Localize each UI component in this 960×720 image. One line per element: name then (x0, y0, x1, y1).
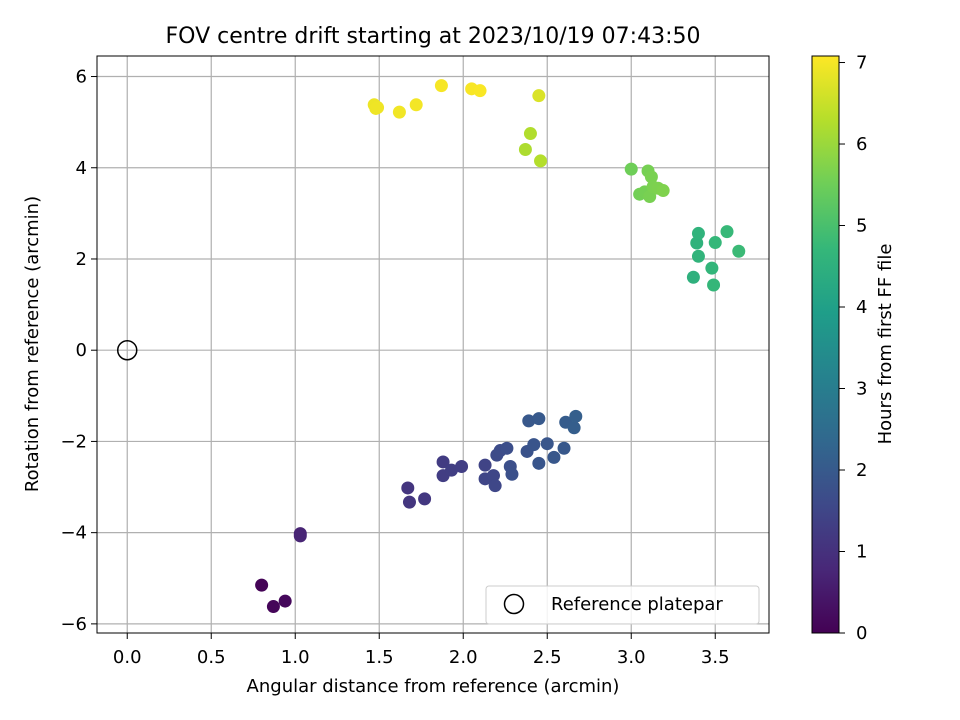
reference-platepar-marker (116, 339, 138, 361)
x-tick-label: 3.5 (701, 647, 730, 668)
y-tick-label: 6 (76, 67, 87, 88)
y-tick-label: 4 (76, 158, 87, 179)
data-point (444, 463, 458, 477)
y-tick-label: 2 (76, 249, 87, 270)
colorbar-tick-label: 7 (856, 53, 867, 74)
colorbar-ticks: 0 1 2 3 4 5 6 7 (839, 53, 867, 644)
grid (97, 56, 769, 633)
data-point (455, 460, 469, 474)
data-point (720, 225, 734, 239)
legend-box (485, 585, 760, 625)
plot-frame (96, 55, 770, 634)
plot-area: 0.0 0.5 1.0 1.5 2.0 2.5 3.0 3.5 −6 −4 −2 0 2 4 6 (60, 55, 770, 668)
data-point (690, 236, 704, 250)
data-point (436, 455, 450, 469)
data-point (488, 479, 502, 493)
colorbar-gradient (811, 55, 840, 634)
legend-label-reference: Reference platepar (551, 594, 723, 615)
data-point (409, 98, 423, 112)
colorbar-label: Hours from first FF file (875, 244, 896, 445)
y-tick-label: 0 (76, 340, 87, 361)
data-point (293, 529, 307, 543)
data-point (540, 437, 554, 451)
data-point (705, 261, 719, 275)
colorbar-tick-label: 0 (856, 623, 867, 644)
y-tick-label: −4 (60, 523, 87, 544)
colorbar: 0 1 2 3 4 5 6 7 Hours from first FF file (811, 53, 896, 644)
data-point (478, 458, 492, 472)
data-point (567, 421, 581, 435)
data-point (473, 84, 487, 98)
data-point (505, 467, 519, 481)
x-axis-label: Angular distance from reference (arcmin) (247, 676, 620, 697)
colorbar-tick-label: 2 (856, 460, 867, 481)
data-point (518, 143, 532, 157)
data-point (255, 578, 269, 592)
data-point (371, 101, 385, 115)
data-point (402, 495, 416, 509)
data-point (527, 438, 541, 452)
data-point (418, 492, 432, 506)
x-tick-label: 2.0 (449, 647, 478, 668)
data-point (707, 278, 721, 292)
data-points (255, 79, 746, 614)
data-point (644, 170, 658, 184)
data-point (691, 226, 705, 240)
x-tick-label: 1.0 (281, 647, 310, 668)
data-point (686, 270, 700, 284)
data-point (434, 79, 448, 93)
x-tick-label: 2.5 (533, 647, 562, 668)
data-point (532, 456, 546, 470)
data-point (401, 481, 415, 495)
x-tick-label: 0.5 (197, 647, 226, 668)
legend: Reference platepar (485, 585, 760, 625)
data-point (656, 184, 670, 198)
data-point (532, 412, 546, 426)
data-point (569, 409, 583, 423)
data-point (732, 244, 746, 258)
y-tick-label: −6 (60, 614, 87, 635)
y-tick-label: −2 (60, 431, 87, 452)
colorbar-tick-label: 4 (856, 297, 867, 318)
colorbar-tick-label: 1 (856, 542, 867, 563)
colorbar-tick-label: 6 (856, 134, 867, 155)
reference-marker-layer (116, 339, 138, 361)
data-point (547, 450, 561, 464)
data-point (523, 127, 537, 141)
y-axis-label: Rotation from reference (arcmin) (22, 196, 43, 492)
data-point (522, 414, 536, 428)
data-point (278, 594, 292, 608)
x-axis-ticks: 0.0 0.5 1.0 1.5 2.0 2.5 3.0 3.5 (113, 633, 730, 668)
data-point (708, 236, 722, 250)
data-point (500, 441, 514, 455)
colorbar-tick-label: 5 (856, 216, 867, 237)
legend-marker-reference (503, 593, 525, 615)
x-tick-label: 1.5 (365, 647, 394, 668)
data-point (557, 441, 571, 455)
x-tick-label: 0.0 (113, 647, 142, 668)
data-point (691, 249, 705, 263)
data-point (486, 469, 500, 483)
data-point (266, 600, 280, 614)
y-axis-ticks: −6 −4 −2 0 2 4 6 (60, 67, 97, 635)
x-tick-label: 3.0 (617, 647, 646, 668)
chart-title: FOV centre drift starting at 2023/10/19 … (166, 24, 701, 49)
colorbar-tick-label: 3 (856, 379, 867, 400)
data-point (532, 89, 546, 103)
data-point (534, 154, 548, 168)
data-point (392, 105, 406, 119)
data-point (624, 162, 638, 176)
plot-background (97, 56, 769, 633)
